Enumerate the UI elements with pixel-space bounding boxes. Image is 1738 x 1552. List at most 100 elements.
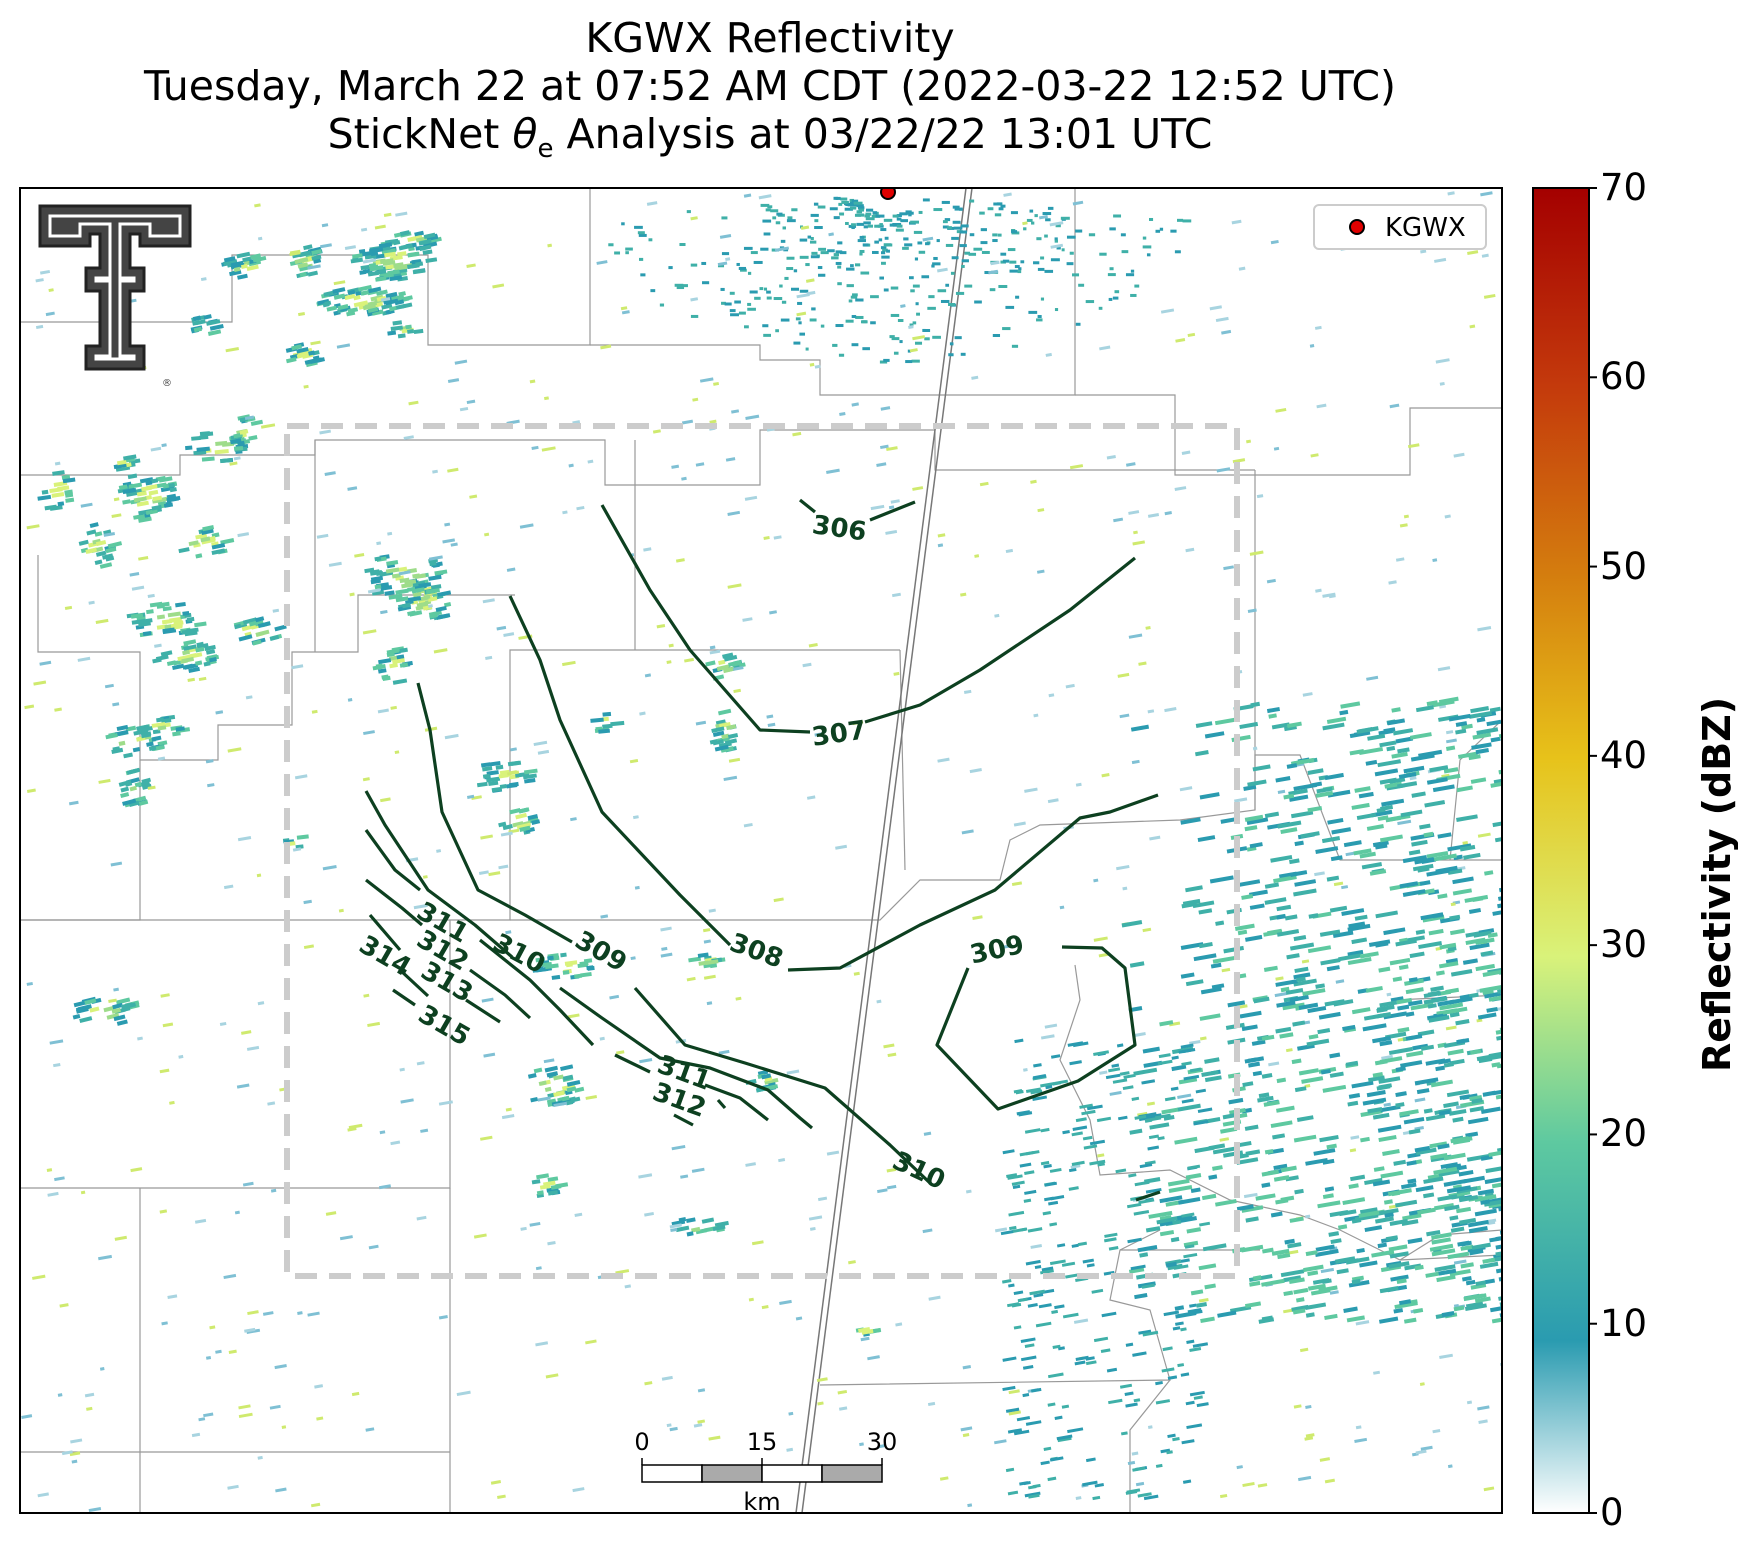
echo-pixel [1437, 893, 1448, 900]
echo-pixel [1305, 1404, 1312, 1409]
echo-pixel [1047, 206, 1054, 210]
echo-pixel [990, 260, 1000, 266]
echo-pixel [303, 244, 313, 251]
echo-pixel [1310, 453, 1319, 458]
echo-pixel [886, 1167, 897, 1173]
echo-pixel [854, 263, 861, 267]
echo-pixel [1219, 1493, 1228, 1499]
echo-pixel [1367, 1075, 1385, 1083]
echo-pixel [678, 1217, 687, 1223]
echo-pixel [725, 257, 731, 262]
echo-pixel [1133, 1067, 1158, 1076]
echo-pixel [1189, 1390, 1205, 1397]
echo-pixel [1089, 1159, 1106, 1166]
echo-pixel [214, 449, 229, 455]
echo-pixel [1215, 920, 1225, 926]
echo-pixel [1486, 1006, 1498, 1013]
echo-pixel [686, 1231, 694, 1237]
echo-pixel [1354, 786, 1371, 793]
echo-pixel [1091, 1288, 1104, 1294]
echo-pixel [853, 201, 863, 205]
echo-pixel [1119, 1383, 1133, 1389]
echo-pixel [503, 632, 515, 637]
echo-pixel [188, 666, 201, 674]
echo-pixel [411, 587, 425, 594]
echo-pixel [1097, 1153, 1105, 1158]
echo-pixel [444, 522, 451, 527]
echo-pixel [1139, 1252, 1149, 1258]
echo-pixel [1344, 1214, 1363, 1222]
echo-pixel [702, 281, 710, 285]
echo-pixel [166, 495, 181, 503]
echo-pixel [600, 344, 612, 350]
echo-pixel [437, 590, 452, 598]
echo-pixel [1236, 1204, 1254, 1212]
echo-pixel [1220, 817, 1237, 824]
echo-pixel [1204, 731, 1225, 739]
echo-pixel [1331, 827, 1352, 835]
echo-pixel [1283, 1290, 1294, 1297]
echo-pixel [1010, 211, 1018, 215]
echo-pixel [531, 1179, 541, 1185]
echo-pixel [1402, 1213, 1422, 1221]
echo-pixel [974, 300, 982, 304]
echo-pixel [411, 580, 426, 588]
echo-pixel [1376, 807, 1386, 813]
echo-pixel [489, 760, 501, 767]
echo-pixel [620, 306, 628, 311]
echo-pixel [811, 251, 818, 255]
echo-pixel [1452, 1137, 1471, 1145]
echo-pixel [1054, 1079, 1069, 1085]
echo-pixel [406, 329, 415, 334]
echo-pixel [1180, 1043, 1194, 1049]
echo-pixel [1297, 1475, 1312, 1482]
echo-pixel [1372, 1112, 1390, 1120]
echo-pixel [1414, 1097, 1426, 1103]
echo-pixel [1025, 1259, 1041, 1266]
title-line-1: KGWX Reflectivity [585, 14, 955, 62]
echo-pixel [937, 533, 946, 538]
echo-pixel [1085, 1360, 1097, 1366]
echo-pixel [425, 588, 440, 595]
echo-pixel [1275, 776, 1291, 783]
echo-pixel [1106, 455, 1116, 460]
echo-pixel [1177, 1093, 1192, 1099]
echo-pixel [471, 795, 482, 800]
echo-pixel [225, 347, 240, 353]
echo-pixel [186, 616, 195, 622]
echo-pixel [1376, 1004, 1395, 1012]
echo-pixel [118, 740, 126, 746]
echo-pixel [1289, 994, 1309, 1003]
echo-pixel [157, 725, 167, 731]
echo-pixel [1036, 569, 1045, 574]
echo-pixel [1003, 192, 1012, 197]
echo-pixel [1277, 820, 1302, 829]
echo-pixel [690, 216, 698, 221]
echo-pixel [992, 239, 998, 243]
echo-pixel [602, 723, 613, 729]
echo-pixel [1096, 1116, 1112, 1123]
echo-pixel [1483, 1486, 1495, 1492]
theta-subscript: e [537, 134, 554, 165]
echo-pixel [909, 348, 918, 353]
echo-pixel [1397, 1026, 1410, 1033]
echo-pixel [786, 219, 796, 223]
echo-pixel [826, 1150, 840, 1156]
echo-pixel [1321, 1278, 1332, 1285]
echo-pixel [709, 419, 717, 424]
echo-pixel [1316, 786, 1333, 794]
echo-pixel [896, 214, 902, 218]
echo-pixel [1432, 558, 1438, 563]
echo-pixel [71, 1459, 78, 1464]
echo-pixel [544, 1065, 559, 1073]
echo-pixel [150, 478, 159, 484]
echo-pixel [407, 610, 416, 617]
echo-pixel [1459, 1094, 1471, 1100]
echo-pixel [1146, 1101, 1156, 1106]
echo-pixel [370, 246, 384, 253]
echo-pixel [1082, 1480, 1098, 1487]
echo-pixel [1114, 290, 1120, 294]
echo-pixel [240, 1030, 252, 1035]
echo-pixel [691, 1167, 705, 1173]
echo-pixel [788, 1411, 794, 1416]
